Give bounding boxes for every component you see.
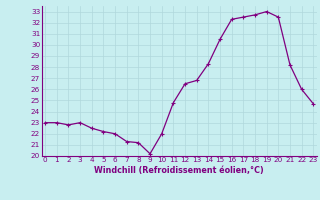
X-axis label: Windchill (Refroidissement éolien,°C): Windchill (Refroidissement éolien,°C) [94, 166, 264, 175]
